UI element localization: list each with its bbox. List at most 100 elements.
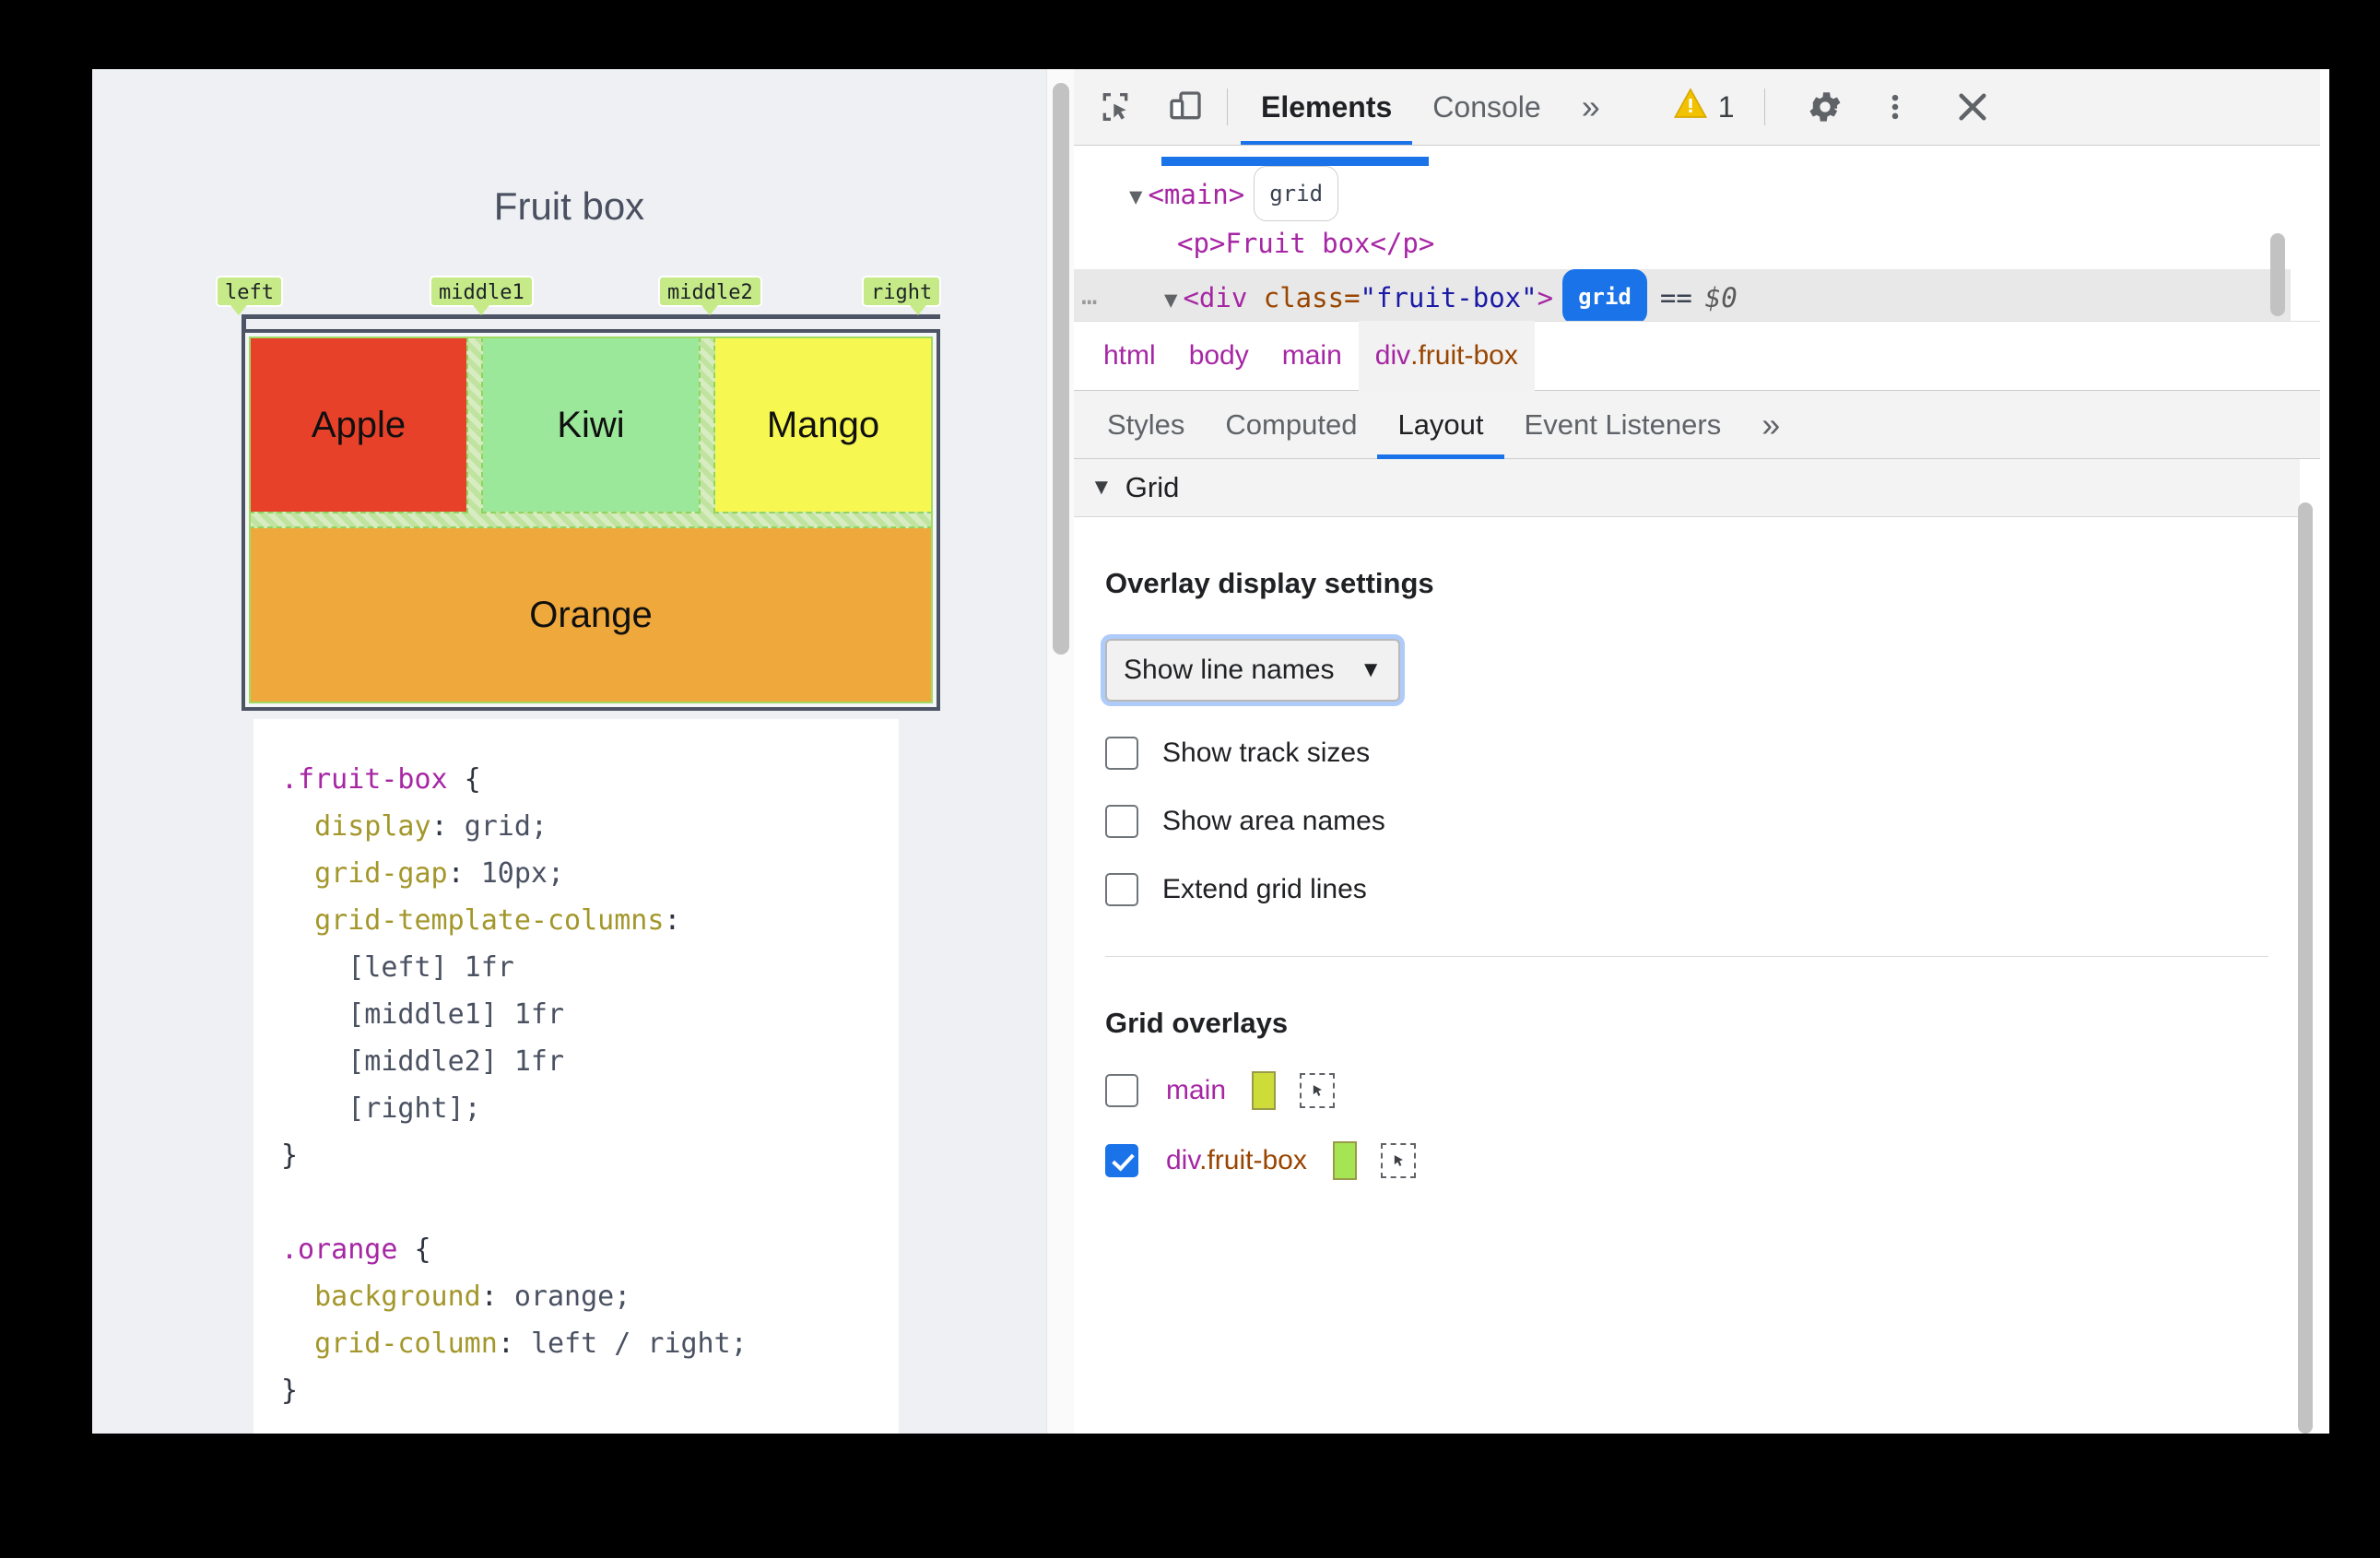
- devtools-panel: Elements Console » 1: [1074, 69, 2320, 1434]
- devtools-right-edge: [2320, 69, 2329, 1434]
- checkbox-show-track-sizes[interactable]: [1105, 737, 1138, 770]
- css-brace-close: }: [281, 1375, 299, 1407]
- checkbox-label: Extend grid lines: [1162, 874, 1367, 904]
- devtools-toolbar: Elements Console » 1: [1074, 69, 2320, 146]
- warning-count: 1: [1717, 89, 1735, 124]
- grid-cell-mango: Mango: [713, 336, 933, 513]
- grid-section-header[interactable]: ▼ Grid: [1074, 459, 2300, 517]
- css-value: left / right;: [530, 1328, 748, 1360]
- tab-elements[interactable]: Elements: [1241, 69, 1412, 145]
- kebab-menu-icon[interactable]: [1867, 78, 1924, 136]
- dom-p-node: <p>Fruit box</p>: [1177, 228, 1435, 259]
- device-toolbar-icon[interactable]: [1157, 78, 1214, 136]
- color-swatch-main[interactable]: [1252, 1071, 1277, 1110]
- dom-tag-close-bracket: >: [1537, 282, 1554, 313]
- grid-line-name-right: right: [862, 276, 942, 315]
- badge-tail: [230, 305, 247, 315]
- checkbox-row-show-area-names[interactable]: Show area names: [1105, 805, 2268, 838]
- inspect-element-icon[interactable]: [1087, 78, 1144, 136]
- page-title: Fruit box: [493, 184, 645, 228]
- color-swatch-fruit-box[interactable]: [1332, 1141, 1357, 1180]
- checkbox-overlay-main[interactable]: [1105, 1074, 1138, 1107]
- grid-cell-orange: Orange: [249, 526, 933, 703]
- css-brace-open: {: [397, 1233, 431, 1266]
- more-sidebar-tabs-chevron-icon[interactable]: »: [1761, 405, 1781, 443]
- grid-overlays-title: Grid overlays: [1105, 1007, 1289, 1039]
- checkbox-show-area-names[interactable]: [1105, 805, 1138, 838]
- grid-line-name-middle1: middle1: [430, 276, 534, 315]
- css-property: grid-template-columns: [314, 904, 665, 937]
- expand-twisty-icon[interactable]: ▼: [1164, 287, 1178, 313]
- css-code-block: .fruit-box { display: grid; grid-gap: 10…: [253, 719, 899, 1434]
- grid-overlay-name-main: main: [1166, 1075, 1226, 1106]
- fruit-box-container: Apple Kiwi Mango Orange: [242, 329, 940, 711]
- grid-badge-active[interactable]: grid: [1562, 269, 1647, 321]
- page-scrollbar[interactable]: [1046, 69, 1075, 1434]
- line-name-text: middle1: [439, 281, 524, 304]
- gear-icon[interactable]: [1797, 78, 1854, 136]
- css-value: 10px;: [480, 857, 565, 890]
- dom-row-fruit-box[interactable]: … ▼ <div class="fruit-box"> grid == $0: [1074, 269, 2291, 321]
- checkbox-extend-grid-lines[interactable]: [1105, 873, 1138, 906]
- dom-row-p[interactable]: <p>Fruit box</p>: [1074, 218, 2291, 269]
- css-selector: .fruit-box: [281, 763, 448, 796]
- tab-layout[interactable]: Layout: [1377, 391, 1503, 459]
- warning-badge[interactable]: 1: [1672, 85, 1735, 129]
- grid-badge[interactable]: grid: [1254, 166, 1339, 221]
- dom-attr-value: "fruit-box": [1360, 282, 1538, 313]
- grid-overlay-row-main[interactable]: main: [1105, 1071, 2268, 1110]
- layout-pane-scrollbar-thumb[interactable]: [2298, 502, 2313, 1434]
- overlay-tag: main: [1166, 1075, 1227, 1105]
- css-line-name-1: [middle1] 1fr: [348, 998, 565, 1031]
- dom-row-main[interactable]: ▼ <main> grid: [1074, 166, 2291, 221]
- tab-console[interactable]: Console: [1432, 89, 1541, 124]
- grid-cell-apple: Apple: [249, 336, 468, 513]
- tab-computed[interactable]: Computed: [1225, 407, 1358, 441]
- overlay-tag: div: [1166, 1145, 1200, 1175]
- line-name-text: left: [225, 281, 274, 304]
- tab-styles[interactable]: Styles: [1107, 407, 1185, 441]
- checkbox-row-extend-grid-lines[interactable]: Extend grid lines: [1105, 873, 2268, 906]
- grid-section-title: Grid: [1125, 471, 1180, 503]
- section-divider: [1105, 956, 2268, 957]
- breadcrumb-item-body[interactable]: body: [1172, 321, 1266, 391]
- grid-cell-kiwi: Kiwi: [481, 336, 701, 513]
- css-brace-open: {: [447, 763, 481, 796]
- dom-row-body-clipped[interactable]: [1074, 146, 2291, 166]
- grid-overlay-row-fruit-box[interactable]: div.fruit-box: [1105, 1141, 2268, 1180]
- more-tabs-chevron-icon[interactable]: »: [1581, 88, 1600, 125]
- dom-tree-scrollbar-thumb[interactable]: [2270, 233, 2285, 316]
- overlay-select-value: Show line names: [1124, 655, 1335, 685]
- dom-attr-name: class=: [1263, 282, 1361, 313]
- css-selector: .orange: [281, 1233, 398, 1266]
- breadcrumb-tag: div: [1374, 340, 1411, 371]
- grid-top-rule: [242, 314, 940, 319]
- close-icon[interactable]: [1944, 78, 2001, 136]
- css-line-name-2: [middle2] 1fr: [348, 1045, 565, 1078]
- dom-tree[interactable]: ▼ <main> grid <p>Fruit box</p> … ▼ <div cla…: [1074, 146, 2291, 321]
- expand-twisty-icon[interactable]: ▼: [1129, 183, 1143, 209]
- checkbox-label: Show area names: [1162, 806, 1385, 836]
- overlay-display-select[interactable]: Show line names ▼: [1105, 639, 1400, 702]
- css-property: background: [314, 1281, 481, 1313]
- css-brace-close: }: [281, 1139, 299, 1172]
- grid-overlay-area: left middle1 middle2 right Apple: [212, 276, 942, 711]
- cell-label: Apple: [311, 404, 406, 445]
- page-scrollbar-thumb[interactable]: [1053, 83, 1069, 655]
- line-name-text: right: [871, 281, 933, 304]
- breadcrumb-item-main[interactable]: main: [1266, 321, 1359, 391]
- dom-selection-highlight: [1161, 157, 1429, 166]
- select-element-icon[interactable]: [1380, 1143, 1416, 1178]
- grid-line-name-left: left: [216, 276, 283, 315]
- collapse-twisty-icon[interactable]: ▼: [1090, 475, 1113, 500]
- breadcrumb-item-div-fruit-box[interactable]: div .fruit-box: [1358, 321, 1535, 391]
- dom-more-ellipsis-icon[interactable]: …: [1081, 279, 1101, 311]
- checkbox-overlay-fruit-box[interactable]: [1105, 1144, 1138, 1177]
- select-element-icon[interactable]: [1300, 1073, 1336, 1108]
- tab-event-listeners[interactable]: Event Listeners: [1524, 407, 1722, 441]
- breadcrumb-class: .fruit-box: [1410, 340, 1518, 371]
- overlay-settings-title: Overlay display settings: [1105, 567, 1434, 599]
- checkbox-row-show-track-sizes[interactable]: Show track sizes: [1105, 737, 2268, 770]
- breadcrumb-item-html[interactable]: html: [1087, 321, 1172, 391]
